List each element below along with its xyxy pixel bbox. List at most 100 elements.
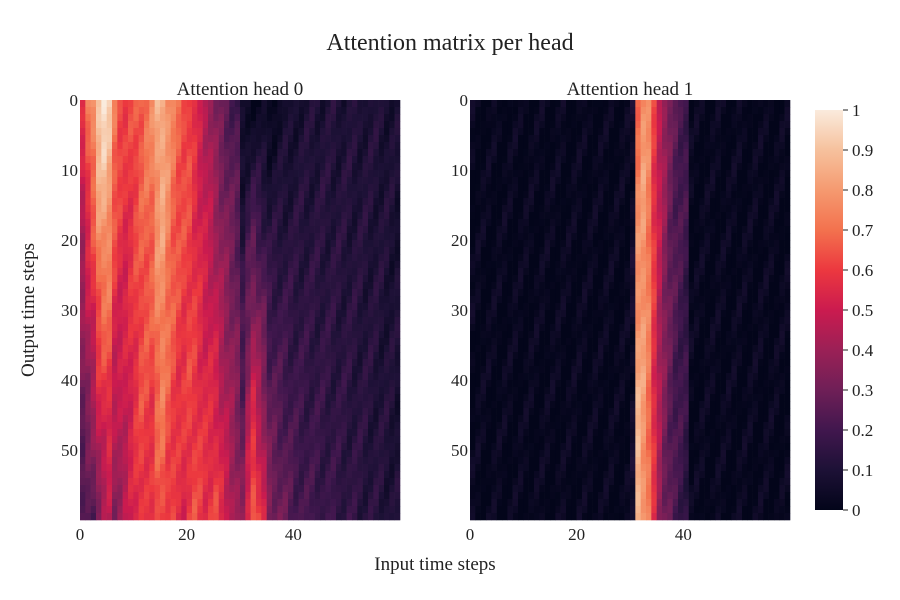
heatmap-cell [266, 485, 273, 493]
heatmap-cell [667, 219, 673, 227]
heatmap-cell [699, 254, 705, 262]
heatmap-cell [731, 163, 737, 171]
heatmap-cell [336, 128, 342, 136]
heatmap-cell [192, 345, 198, 353]
heatmap-cell [261, 177, 267, 185]
heatmap-cell [518, 135, 524, 143]
heatmap-cell [614, 226, 620, 234]
heatmap-cell [128, 436, 134, 444]
heatmap-cell [85, 513, 91, 521]
heatmap-cell [384, 219, 390, 227]
heatmap-cell [208, 345, 214, 353]
heatmap-cell [229, 387, 235, 395]
heatmap-cell [491, 142, 497, 150]
heatmap-cell [213, 408, 219, 416]
heatmap-cell [282, 149, 289, 157]
heatmap-cell [368, 464, 374, 472]
heatmap-cell [128, 303, 134, 311]
heatmap-cell [90, 387, 97, 395]
heatmap-cell [288, 240, 294, 248]
heatmap-cell [213, 219, 219, 227]
heatmap-cell [320, 142, 326, 150]
heatmap-cell [694, 149, 700, 157]
heatmap-cell [635, 100, 641, 108]
heatmap-cell [640, 114, 647, 122]
heatmap-cell [330, 317, 337, 325]
heatmap-cell [619, 114, 625, 122]
heatmap-cell [192, 478, 198, 486]
heatmap-cell [133, 359, 139, 367]
heatmap-cell [192, 373, 198, 381]
heatmap-cell [266, 135, 273, 143]
heatmap-cell [85, 443, 91, 451]
heatmap-cell [362, 331, 369, 339]
heatmap-cell [122, 135, 129, 143]
heatmap-cell [325, 345, 331, 353]
heatmap-cell [197, 415, 203, 423]
heatmap-cell [170, 163, 177, 171]
heatmap-cell [117, 212, 123, 220]
heatmap-cell [96, 289, 102, 297]
heatmap-cell [373, 506, 379, 514]
heatmap-cell [256, 499, 262, 507]
heatmap-cell [181, 450, 187, 458]
heatmap-cell [560, 184, 567, 192]
heatmap-cell [160, 275, 166, 283]
heatmap-cell [747, 135, 753, 143]
heatmap-cell [106, 303, 113, 311]
heatmap-cell [384, 254, 390, 262]
heatmap-cell [213, 450, 219, 458]
heatmap-cell [112, 450, 118, 458]
heatmap-cell [138, 499, 145, 507]
heatmap-cell [160, 254, 166, 262]
heatmap-cell [362, 247, 369, 255]
heatmap-cell [758, 191, 764, 199]
heatmap-cell [528, 212, 535, 220]
heatmap-cell [256, 121, 262, 129]
heatmap-cell [373, 331, 379, 339]
heatmap-cell [518, 205, 524, 213]
heatmap-cell [245, 457, 251, 465]
heatmap-cell [314, 107, 321, 115]
heatmap-cell [336, 282, 342, 290]
heatmap-cell [282, 387, 289, 395]
heatmap-cell [752, 219, 759, 227]
heatmap-cell [480, 163, 487, 171]
heatmap-cell [138, 128, 145, 136]
heatmap-cell [229, 317, 235, 325]
heatmap-cell [154, 387, 161, 395]
heatmap-cell [192, 107, 198, 115]
heatmap-cell [96, 513, 102, 521]
heatmap-cell [309, 429, 315, 437]
heatmap-cell [528, 149, 535, 157]
heatmap-cell [277, 443, 283, 451]
heatmap-cell [528, 261, 535, 269]
heatmap-cell [362, 380, 369, 388]
heatmap-cell [731, 107, 737, 115]
heatmap-cell [176, 499, 182, 507]
heatmap-cell [336, 499, 342, 507]
heatmap-cell [101, 121, 107, 129]
heatmap-cell [138, 233, 145, 241]
heatmap-cell [277, 184, 283, 192]
heatmap-cell [202, 443, 209, 451]
heatmap-cell [282, 219, 289, 227]
heatmap-cell [314, 121, 321, 129]
heatmap-cell [197, 170, 203, 178]
heatmap-cell [304, 387, 310, 395]
heatmap-cell [144, 121, 150, 129]
heatmap-cell [181, 100, 187, 108]
heatmap-cell [362, 163, 369, 171]
heatmap-cell [224, 177, 230, 185]
heatmap-cell [197, 317, 203, 325]
heatmap-cell [245, 359, 251, 367]
heatmap-cell [378, 478, 385, 486]
heatmap-cell [309, 177, 315, 185]
heatmap-cell [106, 394, 113, 402]
heatmap-cell [293, 275, 299, 283]
heatmap-cell [672, 128, 679, 136]
heatmap-cell [742, 233, 748, 241]
heatmap-cell [683, 135, 689, 143]
heatmap-cell [101, 310, 107, 318]
heatmap-cell [603, 219, 609, 227]
